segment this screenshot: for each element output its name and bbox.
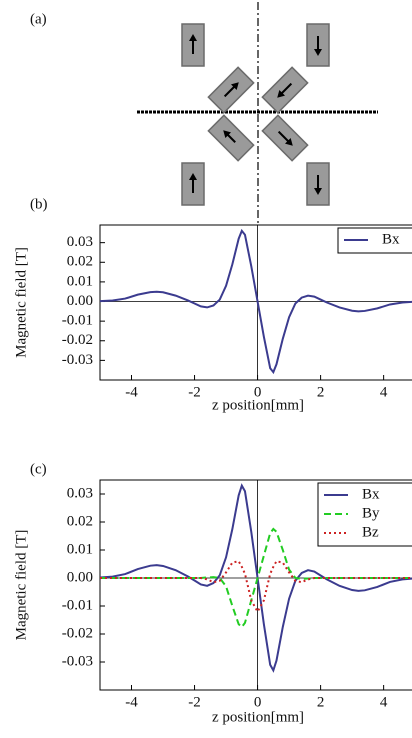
x-tick-label: -4 [125, 384, 138, 400]
x-tick-label: -2 [188, 384, 201, 400]
plot-frame [99, 224, 412, 381]
panel-label: (a) [30, 11, 47, 27]
magnet [207, 66, 255, 114]
legend-label: Bx [362, 486, 380, 502]
magnet [306, 162, 330, 206]
diagram: (a) [30, 2, 378, 225]
magnet [207, 114, 255, 162]
plot-area [100, 483, 412, 673]
plot-frame [99, 479, 412, 691]
y-axis-label: Magnetic field [T] [13, 247, 29, 358]
y-tick-label: -0.03 [62, 653, 93, 669]
y-tick-label: 0.00 [67, 569, 93, 585]
y-tick-label: 0.02 [67, 513, 93, 529]
magnet [261, 66, 309, 114]
x-tick-label: 4 [380, 694, 388, 710]
magnet [181, 23, 205, 67]
x-axis-label: z position[mm] [212, 709, 304, 725]
x-tick-label: -2 [188, 694, 201, 710]
y-tick-label: -0.01 [62, 597, 93, 613]
panel-label: (b) [30, 196, 48, 212]
y-tick-label: -0.02 [62, 625, 93, 641]
y-tick-label: -0.01 [62, 313, 93, 329]
panel-label: (c) [30, 461, 47, 477]
x-axis-label: z position[mm] [212, 397, 304, 413]
data-line [100, 560, 412, 614]
y-tick-label: 0.03 [67, 234, 93, 250]
x-tick-label: 2 [317, 384, 325, 400]
y-tick-label: -0.02 [62, 332, 93, 348]
y-tick-label: 0.02 [67, 254, 93, 270]
data-line [100, 228, 412, 375]
y-tick-label: 0.00 [67, 293, 93, 309]
x-tick-label: 2 [317, 694, 325, 710]
legend-box [317, 482, 412, 547]
y-tick-label: 0.01 [67, 273, 93, 289]
plot-area [100, 228, 412, 375]
magnet [181, 162, 205, 206]
x-tick-label: 0 [254, 384, 262, 400]
magnet [306, 23, 330, 67]
x-tick-label: 0 [254, 694, 262, 710]
legend-label: Bz [362, 524, 379, 540]
legend-label: By [362, 505, 380, 521]
y-tick-label: -0.03 [62, 352, 93, 368]
y-axis-label: Magnetic field [T] [13, 530, 29, 641]
x-tick-label: 4 [380, 384, 388, 400]
y-tick-label: 0.03 [67, 485, 93, 501]
y-tick-label: 0.01 [67, 541, 93, 557]
legend-label: Bx [382, 231, 400, 247]
magnet [261, 114, 309, 162]
x-tick-label: -4 [125, 694, 138, 710]
